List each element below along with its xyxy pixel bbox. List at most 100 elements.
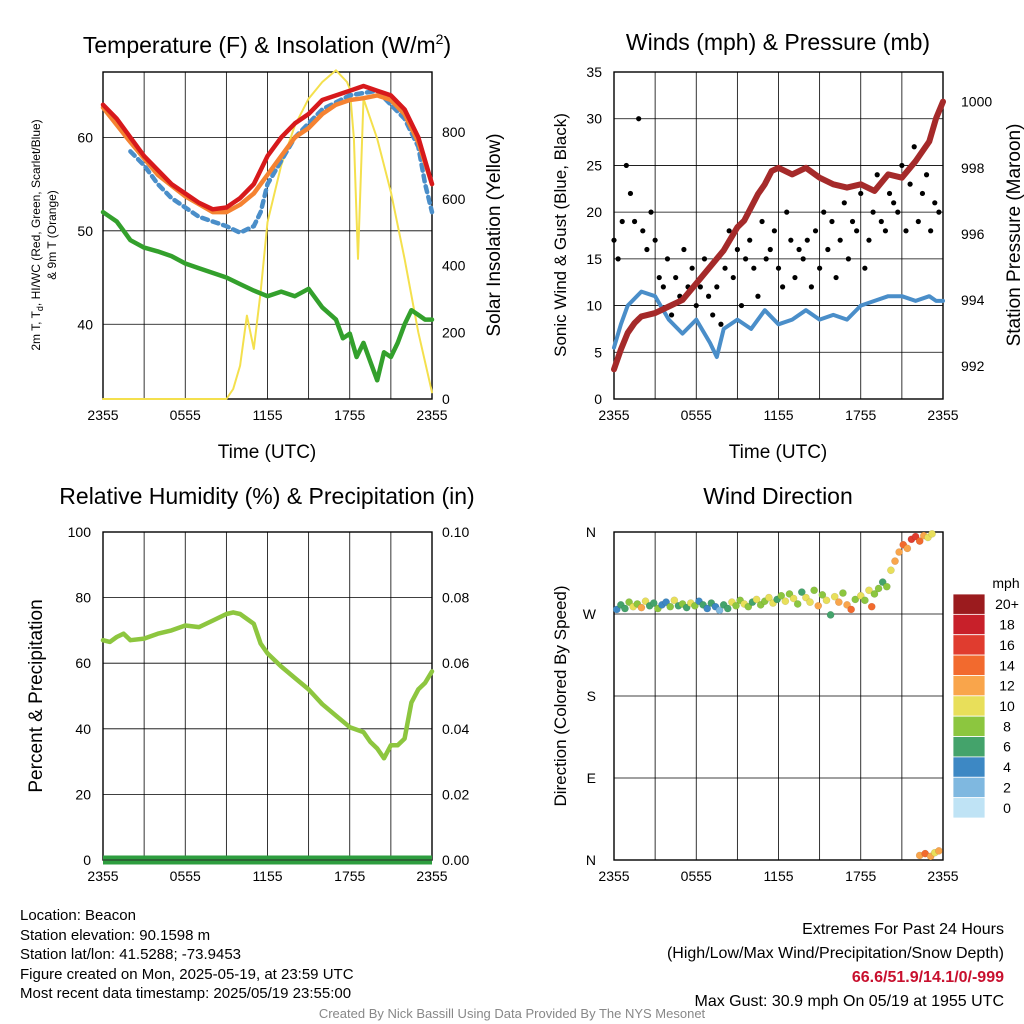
colorbar-label: 2 (1003, 779, 1011, 795)
gust-point (775, 265, 782, 271)
colorbar-swatch (952, 654, 986, 676)
gust-point (895, 209, 901, 215)
series-relative-humidity-line (100, 610, 435, 761)
gust-point (668, 312, 675, 318)
direction-point (732, 601, 740, 610)
y-tick-label-left: 40 (77, 316, 93, 332)
gust-point (689, 265, 695, 271)
temperature-ylabel-left-2: & 9m T (Orange) (45, 190, 59, 280)
station-latlon: Station lat/lon: 41.5288; -73.9453 (20, 946, 242, 964)
temperature-ylabel-left: 2m T, Td, HI/WC (Red, Green, Scarlet/Blu… (29, 119, 45, 350)
station-elevation: Station elevation: 90.1598 m (20, 926, 211, 944)
series-2m-t-line (100, 83, 435, 212)
gust-point (870, 209, 876, 215)
y-tick-label-right: 0.04 (442, 721, 469, 737)
winds-ylabel-left: Sonic Wind & Gust (Blue, Black) (551, 113, 570, 357)
gust-point (923, 172, 930, 178)
gust-point (652, 237, 658, 243)
x-tick-label: 0555 (681, 407, 712, 423)
y-tick-label-left: 60 (77, 129, 93, 145)
gust-point (911, 144, 917, 150)
colorbar-label: 10 (999, 698, 1015, 714)
colorbar-label: 6 (1003, 739, 1011, 755)
colorbar-swatch (952, 797, 986, 819)
temperature-xlabel: Time (UTC) (218, 442, 317, 463)
humidity-ylabel-left: Percent & Precipitation (26, 599, 47, 792)
y-tick-label-left: 80 (75, 590, 91, 606)
direction-point (637, 603, 646, 612)
direction-point (826, 611, 835, 619)
gust-point (648, 209, 654, 215)
winds-panel: Winds (mph) & Pressure (mb) Sonic Wind &… (551, 29, 1024, 463)
direction-point (865, 586, 873, 595)
gust-point (829, 218, 835, 225)
direction-point (806, 598, 814, 607)
gust-point (812, 228, 819, 234)
gust-point (710, 312, 716, 318)
y-tick-label-right: 800 (442, 124, 466, 140)
x-tick-label: 0555 (170, 407, 201, 423)
station-info: Location: Beacon Station elevation: 90.1… (20, 906, 354, 1004)
y-tick-label-left: 5 (594, 344, 602, 360)
colorbar-swatch (952, 613, 986, 636)
gust-point (755, 293, 761, 299)
direction-point (861, 596, 869, 605)
direction-point (887, 566, 895, 575)
x-tick-label: 2355 (416, 407, 447, 423)
direction-point (867, 602, 876, 611)
colorbar-swatch (952, 736, 986, 758)
colorbar-swatch (952, 715, 986, 737)
y-tick-label-right: 992 (961, 358, 985, 374)
gust-point (763, 256, 769, 262)
max-gust: Max Gust: 30.9 mph On 05/19 at 1955 UTC (694, 993, 1005, 1010)
direction-point (839, 589, 847, 597)
y-tick-label-left: 100 (68, 524, 92, 540)
gust-point (858, 190, 864, 197)
gust-point (644, 246, 650, 253)
x-tick-label: 2355 (87, 868, 118, 884)
temperature-ylabel-right: Solar Insolation (Yellow) (484, 133, 505, 336)
x-tick-label: 1755 (334, 407, 365, 423)
x-tick-label: 1155 (763, 407, 793, 423)
series-hi-wc-line (128, 88, 435, 236)
gust-point (833, 274, 839, 281)
y-tick-label-left: 20 (586, 204, 602, 220)
direction-point (928, 529, 936, 538)
colorbar-label: 18 (999, 617, 1015, 633)
gust-point (796, 246, 802, 253)
y-tick-label-right: 0.08 (442, 590, 469, 606)
direction-point (649, 599, 658, 607)
extremes-subtitle: (High/Low/Max Wind/Precipitation/Snow De… (666, 945, 1004, 962)
gust-point (718, 321, 724, 327)
gust-point (899, 162, 905, 169)
colorbar-label: 0 (1003, 800, 1011, 816)
plot-frame (613, 71, 944, 400)
x-tick-label: 2355 (927, 868, 958, 884)
direction-point (830, 592, 839, 601)
x-tick-label: 1755 (334, 868, 365, 884)
direction-point (874, 584, 883, 593)
gust-point (631, 218, 638, 225)
colorbar-label: 20+ (995, 596, 1019, 612)
gust-point (878, 218, 884, 225)
gust-point (743, 256, 749, 262)
gust-point (866, 237, 872, 243)
gust-point (817, 265, 823, 271)
gust-point (615, 256, 621, 262)
gust-point (825, 246, 831, 253)
plot-frame (613, 531, 944, 861)
extremes-title: Extremes For Past 24 Hours (802, 921, 1004, 938)
gust-point (722, 265, 728, 271)
x-tick-label: 1755 (845, 407, 876, 423)
plot-frame (102, 71, 433, 400)
direction-panel: Wind Direction Direction (Colored By Spe… (551, 483, 1020, 884)
gust-point (837, 237, 843, 243)
direction-tick-label: E (587, 770, 596, 786)
gust-point (862, 265, 868, 271)
direction-ylabel-left: Direction (Colored By Speed) (551, 585, 570, 806)
y-tick-label-left: 35 (586, 64, 602, 80)
gust-point (891, 200, 897, 206)
gust-point (874, 172, 880, 178)
gust-point (681, 246, 687, 253)
